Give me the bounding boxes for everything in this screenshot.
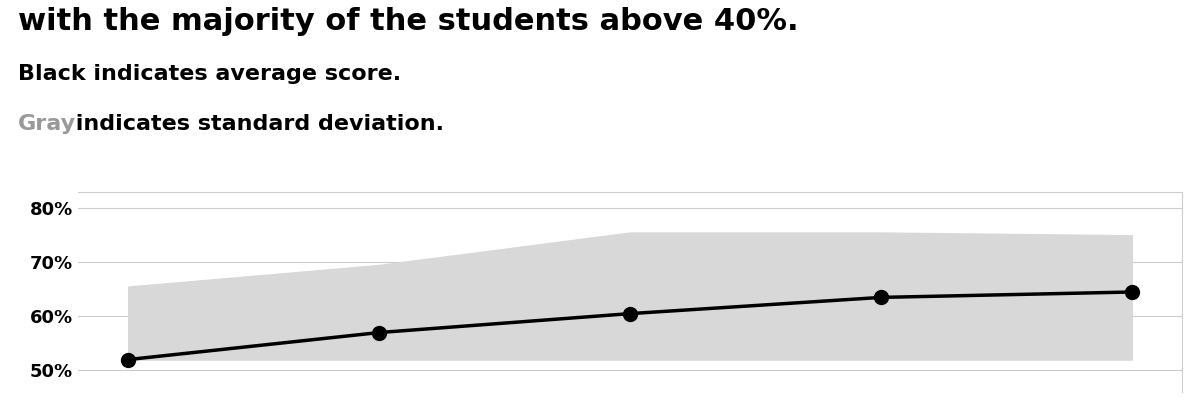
Text: Black indicates average score.: Black indicates average score. bbox=[18, 64, 401, 84]
Text: Gray: Gray bbox=[18, 114, 76, 134]
Text: indicates standard deviation.: indicates standard deviation. bbox=[68, 114, 444, 134]
Text: with the majority of the students above 40%.: with the majority of the students above … bbox=[18, 7, 799, 36]
